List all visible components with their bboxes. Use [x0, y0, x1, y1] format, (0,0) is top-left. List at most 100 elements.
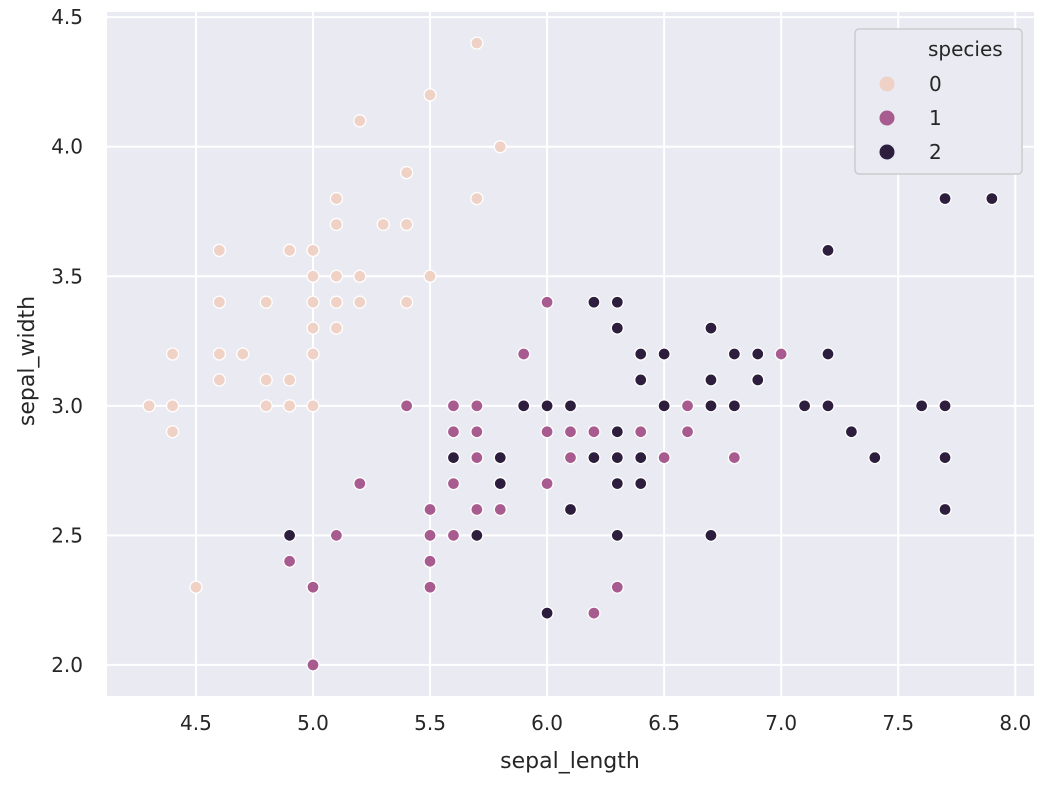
point-species-1	[610, 580, 624, 594]
point-species-2	[493, 476, 507, 491]
point-species-2	[540, 399, 554, 413]
point-species-1	[540, 476, 554, 491]
point-species-2	[587, 450, 601, 465]
point-species-2	[634, 476, 648, 491]
point-species-1	[446, 528, 461, 543]
point-species-0	[329, 269, 344, 283]
point-species-2	[727, 399, 742, 413]
y-tick-label: 4.0	[51, 135, 83, 159]
point-species-2	[727, 347, 742, 361]
point-species-0	[306, 399, 320, 413]
point-species-2	[282, 528, 297, 543]
point-species-2	[610, 321, 624, 335]
point-species-0	[165, 399, 180, 413]
point-species-1	[540, 295, 554, 309]
point-species-1	[306, 658, 320, 672]
x-tick-label: 8.0	[999, 711, 1031, 735]
point-species-0	[165, 425, 180, 439]
point-species-2	[797, 399, 812, 413]
y-tick-label: 3.5	[51, 264, 83, 288]
point-species-0	[399, 165, 414, 180]
point-species-1	[470, 399, 484, 413]
point-species-2	[751, 373, 765, 387]
point-species-2	[821, 243, 835, 258]
point-species-2	[634, 373, 648, 387]
point-species-1	[423, 554, 437, 568]
point-species-1	[446, 476, 461, 491]
point-species-1	[423, 580, 437, 594]
x-tick-label: 7.5	[882, 711, 914, 735]
point-species-0	[282, 373, 297, 387]
point-species-0	[470, 36, 484, 50]
y-tick-label: 4.5	[51, 5, 83, 29]
point-species-2	[610, 425, 624, 439]
point-species-2	[985, 191, 999, 206]
point-species-0	[212, 243, 227, 258]
x-tick-labels: 4.5 5.0 5.5 6.0 6.5 7.0 7.5 8.0	[180, 711, 1031, 735]
y-tick-labels: 2.0 2.5 3.0 3.5 4.0 4.5	[51, 5, 83, 677]
y-tick-label: 3.0	[51, 394, 83, 418]
point-species-1	[470, 450, 484, 465]
point-species-0	[189, 580, 203, 594]
x-tick-label: 5.0	[297, 711, 329, 735]
point-species-2	[517, 399, 531, 413]
x-tick-label: 7.0	[765, 711, 797, 735]
point-species-2	[704, 321, 718, 335]
point-species-1	[470, 502, 484, 517]
point-species-2	[540, 606, 554, 620]
point-species-0	[165, 347, 180, 361]
point-species-0	[423, 269, 437, 283]
point-species-2	[657, 347, 671, 361]
point-species-0	[282, 243, 297, 258]
point-species-2	[446, 450, 461, 465]
point-species-1	[680, 425, 695, 439]
point-species-0	[329, 191, 344, 206]
point-species-2	[938, 399, 952, 413]
legend-label-0: 0	[929, 72, 942, 96]
x-tick-label: 5.5	[414, 711, 446, 735]
point-species-2	[914, 399, 929, 413]
point-species-1	[423, 528, 437, 543]
point-species-1	[774, 347, 788, 361]
point-species-2	[938, 450, 952, 465]
y-axis-label: sepal_width	[15, 296, 40, 426]
point-species-2	[563, 399, 578, 413]
point-species-2	[844, 425, 859, 439]
x-tick-label: 6.0	[531, 711, 563, 735]
x-tick-label: 4.5	[180, 711, 212, 735]
point-species-1	[587, 606, 601, 620]
point-species-2	[938, 502, 952, 517]
point-species-0	[212, 347, 227, 361]
point-species-0	[329, 217, 344, 232]
point-species-1	[423, 502, 437, 517]
point-species-2	[610, 295, 624, 309]
point-species-0	[306, 295, 320, 309]
point-species-2	[751, 347, 765, 361]
point-species-0	[470, 191, 484, 206]
point-species-0	[376, 217, 390, 232]
point-species-0	[329, 321, 344, 335]
point-species-2	[704, 373, 718, 387]
point-species-2	[563, 502, 578, 517]
point-species-0	[306, 347, 320, 361]
point-species-0	[259, 295, 273, 309]
legend: species 0 1 2	[854, 28, 1023, 175]
legend-title: species	[928, 37, 1003, 61]
point-species-0	[493, 140, 507, 154]
point-species-2	[868, 450, 882, 465]
point-species-1	[657, 450, 671, 465]
y-tick-label: 2.0	[51, 653, 83, 677]
point-species-2	[587, 295, 601, 309]
point-species-2	[634, 450, 648, 465]
point-species-0	[399, 295, 414, 309]
point-species-2	[610, 528, 624, 543]
x-axis-label: sepal_length	[500, 749, 640, 774]
point-species-0	[306, 269, 320, 283]
point-species-0	[212, 373, 227, 387]
y-tick-label: 2.5	[51, 523, 83, 547]
point-species-1	[446, 425, 461, 439]
point-species-2	[704, 399, 718, 413]
point-species-1	[587, 425, 601, 439]
point-species-0	[306, 243, 320, 258]
point-species-1	[329, 528, 344, 543]
